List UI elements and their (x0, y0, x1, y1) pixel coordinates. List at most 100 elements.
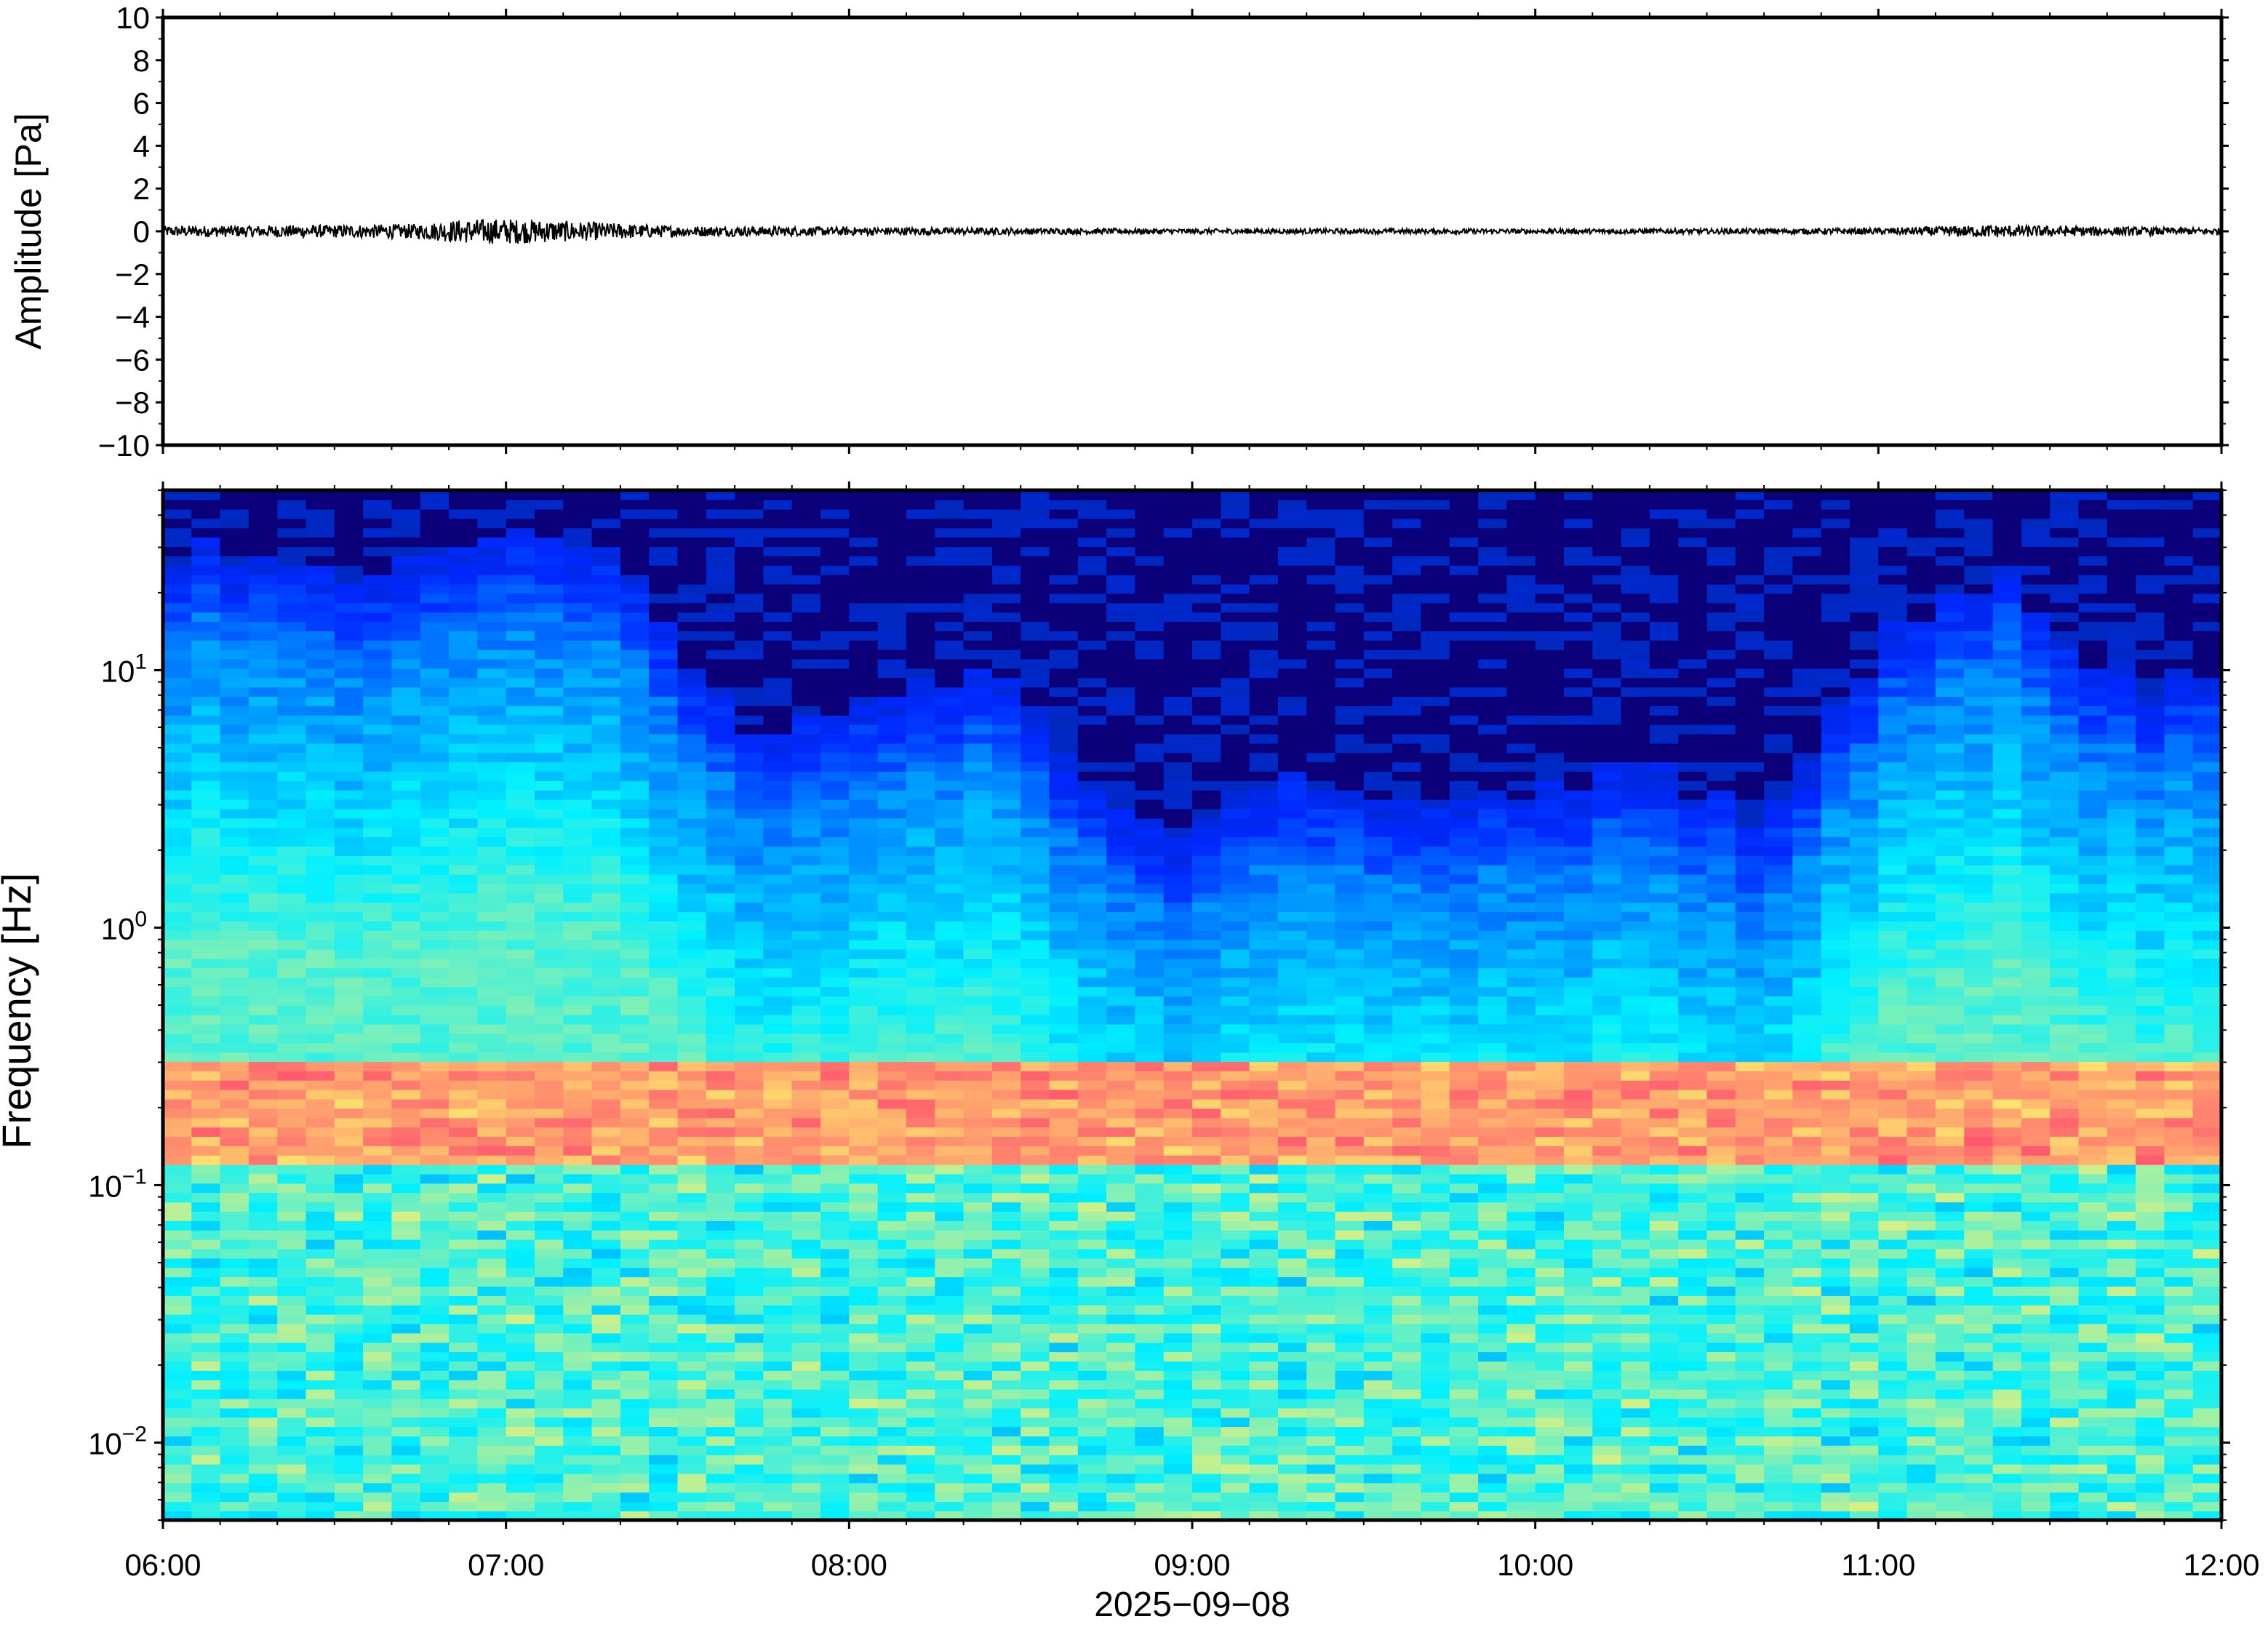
spectrogram-cell (420, 1108, 450, 1119)
spectrogram-cell (763, 893, 792, 903)
spectrogram-cell (563, 649, 592, 660)
spectrogram-cell (964, 1071, 993, 1081)
spectrogram-cell (792, 996, 821, 1006)
spectrogram-cell (1192, 668, 1221, 679)
spectrogram-cell (563, 1492, 592, 1502)
spectrogram-cell (678, 1445, 707, 1455)
spectrogram-cell (449, 1099, 478, 1109)
spectrogram-cell (1278, 1286, 1307, 1296)
spectrogram-cell (1392, 1483, 1421, 1493)
spectrogram-cell (506, 1127, 535, 1137)
spectrogram-cell (191, 584, 220, 594)
spectrogram-cell (735, 940, 764, 950)
spectrogram-cell (1278, 1136, 1307, 1146)
spectrogram-cell (1250, 846, 1279, 856)
spectrogram-cell (1192, 612, 1221, 622)
spectrogram-cell (1221, 1324, 1250, 1334)
spectrogram-cell (1050, 1361, 1079, 1371)
spectrogram-cell (277, 921, 306, 931)
spectrogram-cell (649, 1295, 678, 1306)
spectrogram-cell (306, 1211, 335, 1221)
spectrogram-cell (1421, 1501, 1450, 1511)
spectrogram-cell (1135, 519, 1164, 529)
spectrogram-cell (1221, 1090, 1250, 1100)
spectrogram-cell (563, 1399, 592, 1409)
spectrogram-cell (1421, 884, 1450, 894)
spectrogram-cell (277, 1108, 306, 1119)
spectrogram-cell (363, 1455, 392, 1465)
spectrogram-cell (1392, 724, 1421, 735)
spectrogram-cell (649, 500, 678, 510)
spectrogram-cell (763, 921, 792, 931)
spectrogram-cell (1306, 1249, 1335, 1259)
spectrogram-cell (1164, 1146, 1193, 1156)
spectrogram-cell (1050, 1455, 1079, 1465)
spectrogram-cell (420, 1136, 450, 1146)
spectrogram-cell (477, 1370, 506, 1380)
spectrogram-cell (1192, 1108, 1221, 1119)
spectrogram-cell (420, 1090, 450, 1100)
spectrogram-cell (1364, 1239, 1393, 1250)
spectrogram-cell (277, 949, 306, 959)
spectrogram-cell (563, 584, 592, 594)
spectrogram-cell (763, 1164, 792, 1175)
spectrogram-cell (964, 1193, 993, 1203)
spectrogram-cell (1050, 1239, 1079, 1250)
spectrogram-cell (878, 659, 907, 669)
spectrogram-cell (735, 911, 764, 922)
spectrogram-cell (964, 761, 993, 772)
spectrogram-cell (763, 1333, 792, 1343)
spectrogram-cell (735, 1174, 764, 1184)
spectrogram-cell (1135, 621, 1164, 631)
spectrogram-cell (391, 1276, 420, 1287)
spectrogram-cell (735, 1399, 764, 1409)
spectrogram-cell (820, 603, 850, 613)
spectrogram-cell (792, 986, 821, 996)
spectrogram-cell (1335, 500, 1365, 510)
spectrogram-cell (906, 603, 935, 613)
spectrogram-cell (191, 790, 220, 800)
spectrogram-cell (649, 1483, 678, 1493)
spectrogram-cell (1335, 949, 1365, 959)
spectrogram-cell (163, 818, 192, 828)
spectrogram-cell (1021, 790, 1050, 800)
spectrogram-cell (1392, 1146, 1421, 1156)
spectrogram-cell (420, 1015, 450, 1025)
spectrogram-cell (163, 1015, 192, 1025)
spectrogram-cell (620, 631, 650, 641)
spectrogram-cell (477, 687, 506, 697)
spectrogram-cell (535, 996, 564, 1006)
spectrogram-cell (706, 846, 735, 856)
spectrogram-cell (363, 884, 392, 894)
spectrogram-cell (563, 1108, 592, 1119)
spectrogram-cell (1392, 809, 1421, 819)
spectrogram-cell (935, 855, 964, 866)
spectrogram-cell (477, 631, 506, 641)
spectrogram-cell (878, 940, 907, 950)
spectrogram-cell (849, 780, 878, 791)
spectrogram-cell (820, 1351, 850, 1362)
spectrogram-cell (220, 649, 249, 660)
spectrogram-cell (849, 1015, 878, 1025)
spectrogram-cell (1050, 519, 1079, 529)
spectrogram-cell (449, 865, 478, 875)
spectrogram-cell (563, 603, 592, 613)
spectrogram-cell (1221, 986, 1250, 996)
spectrogram-cell (992, 565, 1021, 575)
spectrogram-cell (792, 1193, 821, 1203)
spectrogram-cell (220, 1464, 249, 1474)
spectrogram-cell (1135, 1492, 1164, 1502)
spectrogram-cell (792, 1286, 821, 1296)
spectrogram-cell (1221, 612, 1250, 622)
spectrogram-cell (277, 621, 306, 631)
spectrogram-cell (506, 865, 535, 875)
spectrogram-cell (477, 659, 506, 669)
spectrogram-cell (306, 968, 335, 978)
spectrogram-cell (1335, 1492, 1365, 1502)
spectrogram-cell (1392, 752, 1421, 762)
spectrogram-cell (849, 884, 878, 894)
spectrogram-cell (1050, 799, 1079, 809)
spectrogram-cell (535, 734, 564, 744)
spectrogram-cell (1192, 1342, 1221, 1352)
spectrogram-cell (992, 537, 1021, 547)
